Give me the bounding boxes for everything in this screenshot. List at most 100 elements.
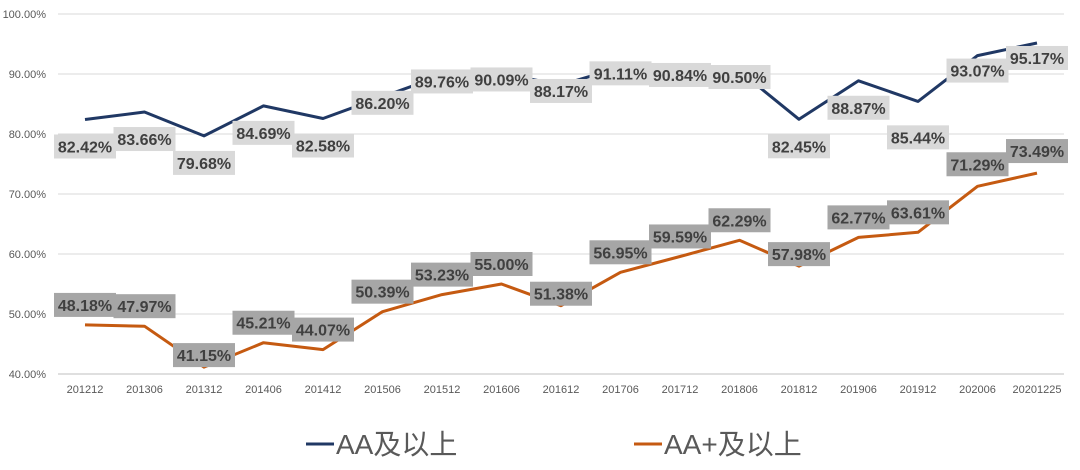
- data-label-box: [530, 78, 592, 103]
- x-tick-label: 201406: [245, 384, 282, 396]
- y-axis-ticks: 40.00% 50.00% 60.00% 70.00% 80.00% 90.00% 100.…: [3, 9, 47, 381]
- data-label-box: [768, 242, 830, 267]
- data-label: 82.42%: [58, 139, 112, 156]
- data-label-box: [649, 224, 711, 249]
- data-label: 62.29%: [712, 213, 766, 230]
- legend-label: AA及以上: [336, 429, 457, 460]
- data-label-box: [470, 67, 533, 92]
- data-label-box: [1006, 45, 1068, 70]
- data-label-box: [530, 281, 592, 306]
- data-label: 85.44%: [891, 130, 945, 147]
- data-label: 89.76%: [415, 74, 469, 91]
- data-label: 86.20%: [355, 96, 409, 113]
- data-label: 88.17%: [534, 84, 588, 101]
- data-label: 84.69%: [236, 126, 290, 143]
- data-label: 82.45%: [772, 139, 826, 156]
- data-label: 56.95%: [593, 245, 647, 262]
- data-label: 59.59%: [653, 229, 707, 246]
- data-label-box: [589, 240, 652, 265]
- x-tick-label: 201306: [126, 384, 163, 396]
- data-label-box: [351, 90, 414, 115]
- data-label-box: [708, 208, 771, 233]
- data-label: 62.77%: [831, 210, 885, 227]
- x-axis-ticks: 201212 201306 201312 201406 201412 201506 2015…: [67, 384, 1062, 396]
- x-tick-label: 201412: [305, 384, 342, 396]
- y-tick-label: 90.00%: [9, 69, 47, 81]
- y-tick-label: 60.00%: [9, 249, 47, 261]
- data-label-box: [827, 95, 890, 120]
- data-label: 93.07%: [950, 64, 1004, 81]
- data-label-box: [232, 310, 295, 335]
- x-tick-label: 201312: [186, 384, 223, 396]
- data-label-box: [946, 58, 1009, 83]
- legend-label: AA+及以上: [664, 429, 802, 460]
- data-label-box: [827, 205, 890, 230]
- data-label: 57.98%: [772, 247, 826, 264]
- data-label: 53.23%: [415, 268, 469, 285]
- data-label: 50.39%: [355, 285, 409, 302]
- data-label: 83.66%: [117, 132, 171, 149]
- x-tick-label: 201906: [840, 384, 877, 396]
- x-tick-label: 201806: [721, 384, 758, 396]
- data-label: 45.21%: [236, 316, 290, 333]
- data-label: 41.15%: [177, 348, 231, 365]
- data-label: 73.49%: [1010, 144, 1064, 161]
- x-tick-label: 201606: [483, 384, 520, 396]
- data-label-box: [113, 294, 176, 319]
- data-label-box: [470, 252, 533, 276]
- x-tick-label: 20201225: [1013, 384, 1062, 396]
- data-label-box: [292, 133, 354, 158]
- data-label-box: [589, 61, 652, 86]
- x-tick-label: 201512: [424, 384, 461, 396]
- data-label: 90.84%: [653, 68, 707, 85]
- data-label-box: [173, 343, 235, 368]
- data-label-box: [54, 292, 116, 317]
- y-tick-label: 80.00%: [9, 129, 47, 141]
- x-tick-label: 201612: [543, 384, 580, 396]
- x-tick-label: 201912: [900, 384, 937, 396]
- data-label: 95.17%: [1010, 51, 1064, 68]
- data-label: 51.38%: [534, 287, 588, 304]
- data-label: 44.07%: [296, 323, 350, 340]
- legend: AA及以上 AA+及以上: [306, 429, 802, 460]
- data-label-box: [411, 69, 473, 94]
- data-labels: 82.42% 83.66% 79.68% 84.69% 82.58% 86.20% 89.7…: [54, 45, 1068, 368]
- data-label-box: [887, 200, 949, 225]
- data-label-box: [946, 152, 1009, 177]
- data-label-box: [113, 127, 176, 152]
- y-tick-label: 40.00%: [9, 369, 47, 381]
- data-label-box: [1006, 139, 1068, 164]
- data-label-box: [708, 65, 771, 89]
- data-label: 48.18%: [58, 298, 112, 315]
- data-label-box: [649, 62, 711, 87]
- x-tick-label: 201812: [781, 384, 818, 396]
- data-label: 71.29%: [950, 157, 1004, 174]
- x-tick-label: 202006: [959, 384, 996, 396]
- data-label: 91.11%: [594, 66, 647, 83]
- data-label: 79.68%: [177, 156, 231, 173]
- data-label: 90.09%: [474, 72, 528, 89]
- y-tick-label: 50.00%: [9, 309, 47, 321]
- data-label: 55.00%: [474, 257, 528, 274]
- data-label-box: [768, 134, 830, 159]
- data-label-box: [351, 279, 414, 304]
- x-tick-label: 201212: [67, 384, 104, 396]
- y-tick-label: 100.00%: [3, 9, 47, 21]
- data-label: 82.58%: [296, 139, 350, 156]
- data-label-box: [232, 120, 295, 145]
- x-tick-label: 201506: [364, 384, 401, 396]
- data-label-box: [54, 134, 116, 159]
- data-label: 90.50%: [712, 70, 766, 87]
- y-tick-label: 70.00%: [9, 189, 47, 201]
- x-tick-label: 201706: [602, 384, 639, 396]
- data-label: 88.87%: [831, 101, 885, 118]
- gridlines: [58, 13, 1064, 375]
- data-label-box: [173, 150, 235, 175]
- data-label-box: [292, 317, 354, 342]
- data-label: 47.97%: [117, 299, 171, 316]
- data-label: 63.61%: [891, 205, 945, 222]
- data-label-box: [887, 125, 949, 150]
- x-tick-label: 201712: [662, 384, 699, 396]
